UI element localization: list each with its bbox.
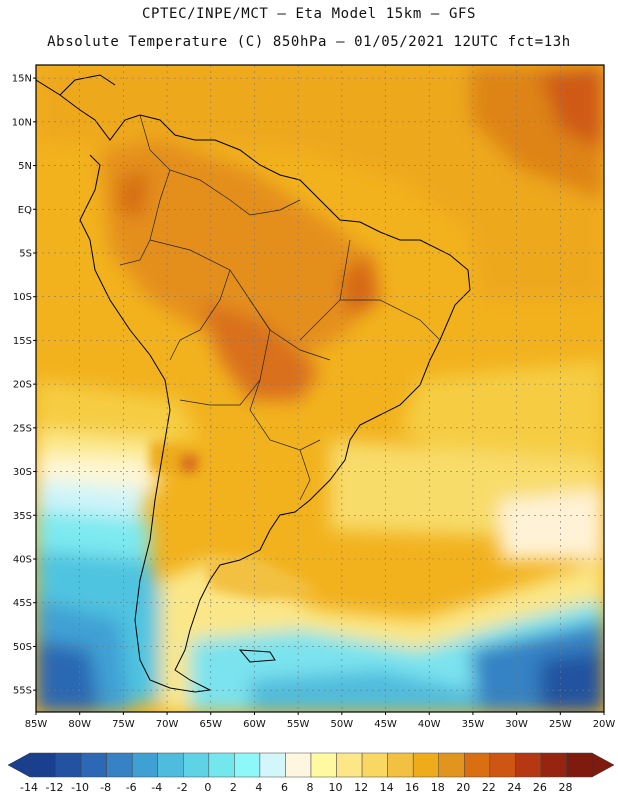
temperature-field: [36, 65, 604, 712]
lat-label: 20S: [13, 380, 32, 391]
lon-label: 40W: [418, 719, 441, 730]
colorbar-swatch: [55, 752, 82, 778]
colorbar-label: 0: [204, 781, 211, 794]
lat-label: 5S: [19, 248, 32, 259]
lon-label: 60W: [243, 719, 266, 730]
colorbar-swatch: [361, 752, 388, 778]
lon-label: 70W: [156, 719, 179, 730]
colorbar-swatch: [157, 752, 184, 778]
colorbar-swatch: [540, 752, 567, 778]
map-frame: [35, 64, 605, 713]
graticule: [36, 65, 604, 712]
lon-label: 35W: [462, 719, 485, 730]
country-borders: [119, 114, 441, 501]
colorbar-label: -6: [126, 781, 137, 794]
coastline: [36, 74, 471, 693]
colorbar-label: 10: [329, 781, 343, 794]
lon-label: 25W: [549, 719, 572, 730]
colorbar-swatch: [336, 752, 363, 778]
colorbar-swatch: [80, 752, 107, 778]
colorbar-swatch: [183, 752, 210, 778]
colorbar-swatch: [387, 752, 414, 778]
colorbar-label: -10: [71, 781, 89, 794]
colorbar-label: 16: [405, 781, 419, 794]
lat-label: 15N: [12, 74, 32, 85]
colorbar-swatch: [464, 752, 491, 778]
colorbar-swatch: [515, 752, 542, 778]
lat-label: 30S: [13, 467, 32, 478]
colorbar-label: 2: [230, 781, 237, 794]
colorbar-min-arrow: [7, 752, 31, 778]
colorbar-label: -12: [46, 781, 64, 794]
lon-label: 55W: [287, 719, 310, 730]
colorbar-swatch: [29, 752, 56, 778]
colorbar-swatch: [285, 752, 312, 778]
colorbar-label: 6: [281, 781, 288, 794]
lat-label: EQ: [18, 205, 32, 216]
colorbar-label: -4: [151, 781, 162, 794]
colorbar-swatch: [566, 752, 593, 778]
colorbar-label: 20: [456, 781, 470, 794]
colorbar-label: 22: [482, 781, 496, 794]
lat-label: 50S: [13, 642, 32, 653]
lon-label: 85W: [25, 719, 48, 730]
lon-label: 80W: [68, 719, 91, 730]
longitude-labels: 85W 80W 75W 70W 65W 60W 55W 50W 45W 40W 35W 30W 25W 2…: [25, 712, 616, 730]
colorbar-swatch: [412, 752, 439, 778]
lat-label: 55S: [13, 686, 32, 697]
colorbar-label: -2: [177, 781, 188, 794]
colorbar-label: 26: [533, 781, 547, 794]
colorbar-label: 4: [255, 781, 262, 794]
lon-label: 45W: [374, 719, 397, 730]
colorbar-swatch: [310, 752, 337, 778]
colorbar-label: 18: [431, 781, 445, 794]
lat-label: 10N: [12, 117, 32, 128]
colorbar-label: 28: [558, 781, 572, 794]
latitude-labels: 15N 10N 5N EQ 5S 10S 15S 20S 25S 30S 35S 40S 45S 50S 5…: [12, 74, 36, 697]
lat-label: 5N: [18, 161, 32, 172]
colorbar-swatch: [234, 752, 261, 778]
colorbar-swatch: [208, 752, 235, 778]
lon-label: 20W: [593, 719, 616, 730]
colorbar-label: 24: [507, 781, 521, 794]
colorbar-label: -14: [20, 781, 38, 794]
lat-label: 40S: [13, 554, 32, 565]
colorbar-swatch: [438, 752, 465, 778]
colorbar-swatch: [259, 752, 286, 778]
lon-label: 50W: [331, 719, 354, 730]
colorbar-max-arrow: [591, 752, 615, 778]
colorbar-swatch: [489, 752, 516, 778]
colorbar-label: -8: [100, 781, 111, 794]
lat-label: 25S: [13, 423, 32, 434]
lat-label: 10S: [13, 292, 32, 303]
lat-label: 35S: [13, 511, 32, 522]
colorbar-label: 8: [307, 781, 314, 794]
colorbar-label: 14: [380, 781, 394, 794]
map-title-line-2: Absolute Temperature (C) 850hPa – 01/05/…: [47, 34, 571, 50]
colorbar: -14 -12 -10 -8 -6 -4 -2 0 2 4 6 8 10 12 14 16 18 20 22 24 26…: [7, 752, 615, 794]
colorbar-swatch: [131, 752, 158, 778]
lon-label: 65W: [199, 719, 222, 730]
colorbar-swatch: [106, 752, 133, 778]
map-title-line-1: CPTEC/INPE/MCT – Eta Model 15km – GFS: [141, 6, 477, 22]
lat-label: 45S: [13, 598, 32, 609]
colorbar-label: 12: [354, 781, 368, 794]
lat-label: 15S: [13, 336, 32, 347]
lon-label: 30W: [505, 719, 528, 730]
lon-label: 75W: [112, 719, 135, 730]
